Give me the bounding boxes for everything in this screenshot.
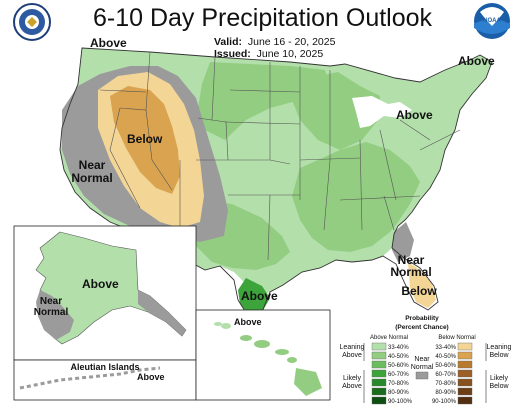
conus-below-40-50: [110, 86, 180, 194]
legend-likely-above-1: Likely: [343, 375, 361, 382]
noaa-logo-text: NOAA: [483, 18, 501, 24]
legend-below-swatch: [457, 360, 473, 369]
noaa-logo-icon: NOAA: [474, 3, 510, 39]
label-below-west: Below: [127, 132, 163, 146]
valid-label: Valid:: [214, 36, 243, 48]
label-above-alaska: Above: [82, 277, 119, 291]
legend-title: Probability: [405, 315, 439, 322]
legend-above-class-label: 90-100%: [388, 399, 413, 405]
label-near-normal-fl-2: Normal: [390, 265, 431, 279]
legend-below-class-label: 60-70%: [435, 372, 456, 378]
legend-below-swatch: [457, 396, 473, 405]
legend-subtitle: (Percent Chance): [395, 324, 448, 331]
legend-below-swatch: [457, 351, 473, 360]
label-above-aleutian: Above: [137, 372, 165, 382]
label-above-east: Above: [396, 108, 433, 122]
page-title: 6-10 Day Precipitation Outlook: [92, 4, 433, 32]
label-above-nw: Above: [90, 36, 127, 50]
valid-dates: Valid: June 16 - 20, 2025: [214, 36, 335, 48]
legend-below-swatch: [457, 387, 473, 396]
legend-above-swatch: [371, 378, 387, 387]
legend-above-swatch: [371, 369, 387, 378]
legend-above-class-label: 70-80%: [388, 381, 409, 387]
label-aleutian: Aleutian Islands: [70, 362, 139, 372]
legend-leaning-below-2: Below: [489, 352, 509, 359]
label-above-hawaii: Above: [234, 317, 262, 327]
legend-below-header: Below Normal: [438, 335, 475, 341]
legend-near-label-1: Near: [414, 356, 430, 363]
label-near-normal-ak-2: Normal: [34, 307, 69, 318]
legend-near-label-2: Normal: [411, 364, 434, 371]
label-above-texas: Above: [241, 289, 278, 303]
aleutian-inset: [13, 359, 197, 401]
conus-green-midwest: [290, 72, 380, 150]
conus-green-texas-coast: [238, 278, 270, 316]
legend-leaning-above-1: Leaning: [340, 344, 365, 351]
valid-value: June 16 - 20, 2025: [247, 36, 336, 48]
legend-above-class-label: 60-70%: [388, 372, 409, 378]
alaska-inset: [13, 225, 197, 401]
doc-seal-icon: [13, 3, 51, 41]
legend-above-class-label: 50-60%: [388, 363, 409, 369]
label-near-normal-fl-1: Near: [398, 253, 425, 267]
label-above-ne: Above: [458, 54, 495, 68]
conus-green-southeast: [292, 142, 420, 252]
legend-likely-above-2: Above: [342, 383, 362, 390]
legend-leaning-below-1: Leaning: [487, 344, 512, 351]
legend-above-swatch: [371, 342, 387, 351]
alaska-panhandle: [138, 290, 186, 336]
issued-date: Issued: June 10, 2025: [214, 48, 323, 60]
legend-below-swatch: [457, 378, 473, 387]
label-near-normal-west-1: Near: [79, 158, 106, 172]
legend-near-swatch: [415, 371, 429, 380]
legend-likely-below-1: Likely: [490, 375, 508, 382]
great-lakes: [352, 96, 412, 128]
legend-leaning-above-2: Above: [342, 352, 362, 359]
legend: Probability (Percent Chance) Above Normal B…: [340, 315, 512, 405]
legend-above-header: Above Normal: [370, 335, 408, 341]
legend-below-class-label: 33-40%: [435, 345, 456, 351]
label-near-normal-west-2: Normal: [71, 171, 112, 185]
legend-above-swatch: [371, 387, 387, 396]
legend-above-swatch: [371, 351, 387, 360]
hawaii-inset: [195, 309, 331, 401]
legend-below-class-label: 90-100%: [432, 399, 457, 405]
label-below-fl: Below: [401, 284, 437, 298]
legend-above-swatch: [371, 360, 387, 369]
legend-likely-below-2: Below: [489, 383, 509, 390]
label-near-normal-ak-1: Near: [40, 296, 62, 307]
legend-above-class-label: 40-50%: [388, 354, 409, 360]
legend-above-class-label: 33-40%: [388, 345, 409, 351]
alaska-near-normal: [36, 290, 74, 340]
issued-label: Issued:: [214, 48, 251, 60]
legend-below-class-label: 70-80%: [435, 381, 456, 387]
legend-above-swatch: [371, 396, 387, 405]
legend-below-swatch: [457, 369, 473, 378]
legend-below-class-label: 50-60%: [435, 363, 456, 369]
conus-below-fl: [408, 262, 436, 308]
legend-above-class-label: 80-90%: [388, 390, 409, 396]
issued-value: June 10, 2025: [256, 48, 324, 60]
legend-below-swatch: [457, 342, 473, 351]
legend-below-class-label: 80-90%: [435, 390, 456, 396]
legend-below-class-label: 40-50%: [435, 354, 456, 360]
